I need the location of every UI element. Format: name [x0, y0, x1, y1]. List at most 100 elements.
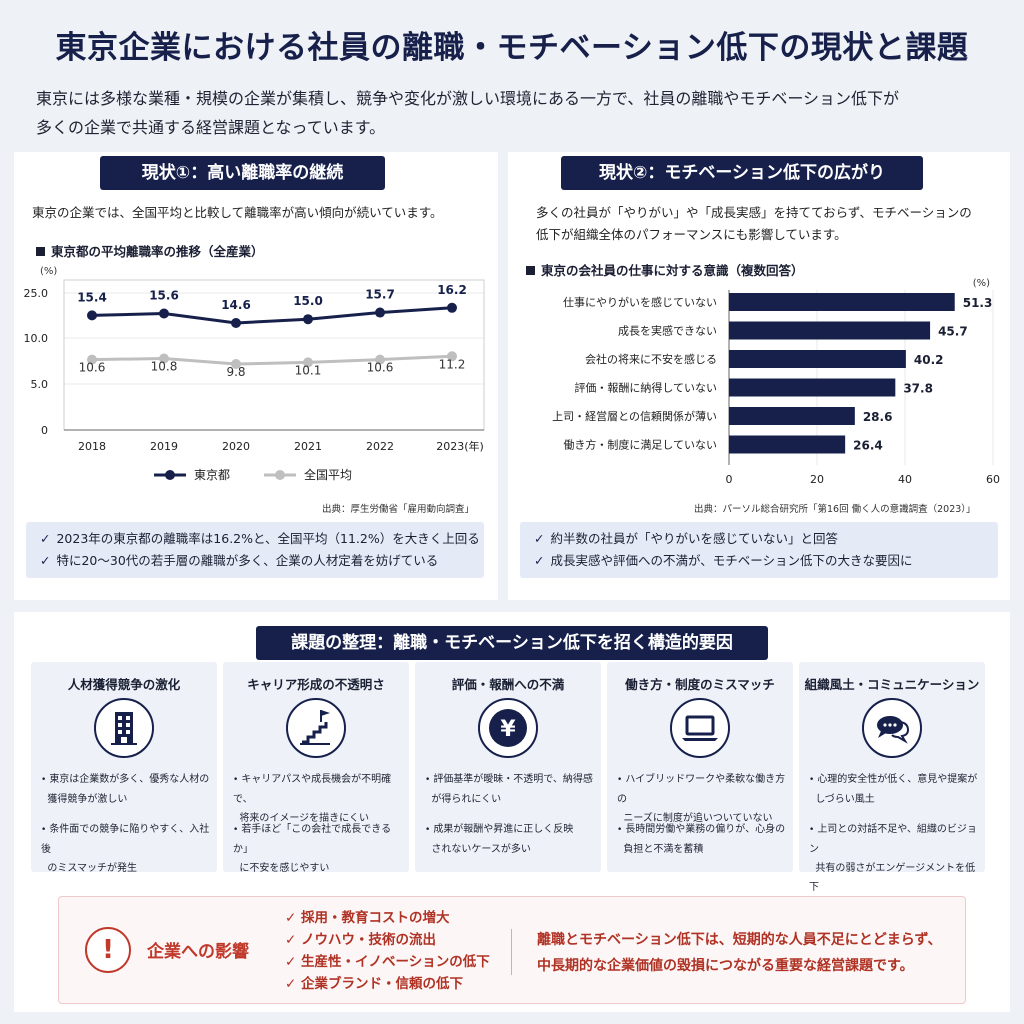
right-description: 多くの社員が「やりがい」や「成長実感」を持てておらず、モチベーションの 低下が組…: [536, 202, 996, 246]
legend-national-marker: [275, 470, 285, 480]
bar-value-label: 45.7: [938, 325, 968, 339]
cause-bullet-1: • 東京は企業数が多く、優秀な人材の 獲得競争が激しい: [41, 774, 210, 805]
left-heading: 現状①：高い離職率の継続: [100, 156, 385, 190]
cause-bullet-2: • 長時間労働や業務の偏りが、心身の 負担と不満を蓄積: [617, 824, 786, 855]
category-label: 評価・報酬に納得していない: [574, 381, 717, 395]
cause-bullet-text: 長時間労働や業務の偏りが、心身の: [625, 824, 786, 835]
x-tick-label: 2020: [222, 440, 250, 453]
left-finding-1: ✓ 2023年の東京都の離職率は16.2%と、全国平均（11.2%）を大きく上回る: [40, 528, 480, 550]
national-avg-data-label: 9.8: [226, 365, 245, 379]
cause-bullet-text: 将来のイメージを描きにくい: [239, 813, 369, 824]
check-icon: ✓: [534, 531, 545, 546]
y-axis-unit: (%): [40, 266, 57, 277]
career-stairs-icon: [286, 698, 346, 758]
cause-bullet-text: 成果が報酬や昇進に正しく反映: [433, 824, 574, 835]
left-source: 出典：厚生労働省「雇用動向調査」: [322, 504, 475, 515]
national-avg-point: [303, 357, 313, 368]
right-findings: ✓ 約半数の社員が「やりがいを感じていない」と回答 ✓ 成長実感や評価への不満が、モ…: [520, 522, 998, 578]
x-tick-label: 20: [810, 473, 824, 486]
chat-bubbles-icon: [862, 698, 922, 758]
impact-item-text: ノウハウ・技術の流出: [301, 932, 437, 948]
causes-heading: 課題の整理：離職・モチベーション低下を招く構造的要因: [256, 626, 768, 660]
cause-bullet-text: キャリアパスや成長機会が不明確で、: [233, 774, 392, 805]
right-finding-1: ✓ 約半数の社員が「やりがいを感じていない」と回答: [534, 528, 984, 550]
check-icon: ✓: [285, 976, 302, 992]
laptop-icon: [670, 698, 730, 758]
legend-tokyo-label: 東京都: [194, 468, 230, 482]
cause-card-talent: 人材獲得競争の激化 • 東京は企業数が多く、優秀な人材の 獲得競争が激しい • 条件…: [31, 662, 217, 874]
cause-bullet-text: が得られにくい: [431, 794, 502, 805]
right-heading: 現状②：モチベーション低下の広がり: [561, 156, 923, 190]
x-tick-label: 2022: [366, 440, 394, 453]
cause-bullet-2: • 条件面での競争に陥りやすく、入社後 のミスマッチが発生: [41, 824, 210, 874]
bar-value-label: 37.8: [903, 382, 933, 396]
check-icon: ✓: [285, 932, 302, 948]
bar-value-label: 40.2: [914, 353, 944, 367]
cause-title: 評価・報酬への不満: [451, 677, 565, 692]
tokyo-point: [159, 308, 169, 319]
cause-bullet-1: • ハイブリッドワークや柔軟な働き方の ニーズに制度が追いついていない: [617, 774, 786, 824]
left-finding-2: ✓ 特に20〜30代の若手層の離職が多く、企業の人材定着を妨げている: [40, 550, 470, 572]
left-description: 東京の企業では、全国平均と比較して離職率が高い傾向が続いています。: [32, 205, 443, 220]
y-tick-label: 25.0: [24, 287, 49, 300]
check-icon: ✓: [40, 553, 51, 568]
y-tick-label: 10.0: [24, 332, 49, 345]
right-finding-2-text: 成長実感や評価への不満が、モチベーション低下の大きな要因に: [550, 553, 913, 568]
tokyo-line: [91, 306, 453, 325]
national-avg-point: [159, 353, 169, 364]
national-avg-point: [87, 354, 97, 365]
plot-frame: [63, 279, 485, 431]
bar-value-label: 28.6: [863, 410, 893, 424]
svg-text:¥: ¥: [500, 717, 516, 742]
cause-card-workstyle: 働き方・制度のミスマッチ • ハイブリッドワークや柔軟な働き方の ニーズに制度が追…: [607, 662, 793, 872]
impact-item-text: 企業ブランド・信頼の低下: [301, 976, 464, 992]
left-finding-1-text: 2023年の東京都の離職率は16.2%と、全国平均（11.2%）を大きく上回る: [56, 531, 480, 546]
impact-item: ✓ 採用・教育コストの増大: [285, 907, 490, 929]
impact-item-text: 生産性・イノベーションの低下: [301, 954, 490, 970]
bar: [729, 378, 896, 397]
bar-chart: (%) 0 20 40 60 仕事にやりがいを感じていない 51.3 成長を実感できない 45.…: [552, 278, 1000, 486]
cause-bullet-text: ハイブリッドワークや柔軟な働き方の: [617, 774, 786, 805]
national-avg-data-label: 10.1: [295, 363, 322, 377]
exclamation-icon: !: [85, 927, 131, 973]
national-avg-point: [375, 354, 385, 365]
cause-bullet-2: • 若手ほど「この会社で成長できるか」 に不安を感じやすい: [233, 824, 392, 874]
impact-item: ✓ 企業ブランド・信頼の低下: [285, 973, 490, 995]
right-chart-title: 東京の会社員の仕事に対する意識（複数回答）: [526, 260, 804, 279]
check-icon: ✓: [40, 531, 51, 546]
x-tick-label: 2021: [294, 440, 322, 453]
category-label: 仕事にやりがいを感じていない: [563, 295, 717, 309]
left-chart-title-text: 東京都の平均離職率の推移（全産業）: [51, 244, 264, 259]
right-source: 出典：パーソル総合研究所「第16回 働く人の意識調査（2023）」: [694, 504, 976, 515]
bar: [729, 435, 846, 454]
cause-bullet-1: • 評価基準が曖昧・不透明で、納得感 が得られにくい: [425, 774, 593, 805]
left-finding-2-text: 特に20〜30代の若手層の離職が多く、企業の人材定着を妨げている: [56, 553, 439, 568]
bar: [729, 321, 931, 340]
cause-bullet-text: 条件面での競争に陥りやすく、入社後: [41, 824, 210, 855]
intro-text: 東京には多様な業種・規模の企業が集積し、競争や変化が激しい環境にある一方で、社員…: [36, 84, 986, 142]
cause-bullet-text: 東京は企業数が多く、優秀な人材の: [49, 774, 210, 785]
tokyo-point: [447, 302, 457, 313]
check-icon: ✓: [534, 553, 545, 568]
y-tick-label: 0: [41, 424, 48, 437]
legend-national-label: 全国平均: [304, 467, 352, 482]
cause-bullet-text: のミスマッチが発生: [47, 863, 138, 874]
cause-bullet-text: 評価基準が曖昧・不透明で、納得感: [433, 774, 593, 785]
bar: [729, 407, 855, 425]
impact-divider: [511, 929, 512, 975]
check-icon: ✓: [285, 954, 302, 970]
bar-value-label: 51.3: [963, 296, 993, 310]
x-tick-label: 40: [898, 473, 912, 486]
cause-card-culture: 組織風土・コミュニケーション • 心理的安全性が低く、意見や提案が しづらい風土 …: [799, 662, 985, 893]
national-avg-data-label: 11.2: [439, 357, 466, 371]
cause-bullet-text: 上司との対話不足や、組織のビジョン: [809, 824, 977, 855]
cause-bullet-text: 負担と不満を蓄積: [623, 844, 704, 855]
category-label: 上司・経営層との信頼関係が薄い: [552, 409, 717, 423]
square-bullet-icon: [36, 247, 45, 256]
cause-bullet-text: 心理的安全性が低く、意見や提案が: [817, 774, 978, 785]
x-tick-label: 0: [726, 473, 733, 486]
bar-value-label: 26.4: [853, 439, 883, 453]
cause-title: 組織風土・コミュニケーション: [804, 677, 980, 692]
x-tick-label: 2023(年): [436, 439, 484, 453]
national-avg-data-label: 10.8: [151, 360, 178, 374]
